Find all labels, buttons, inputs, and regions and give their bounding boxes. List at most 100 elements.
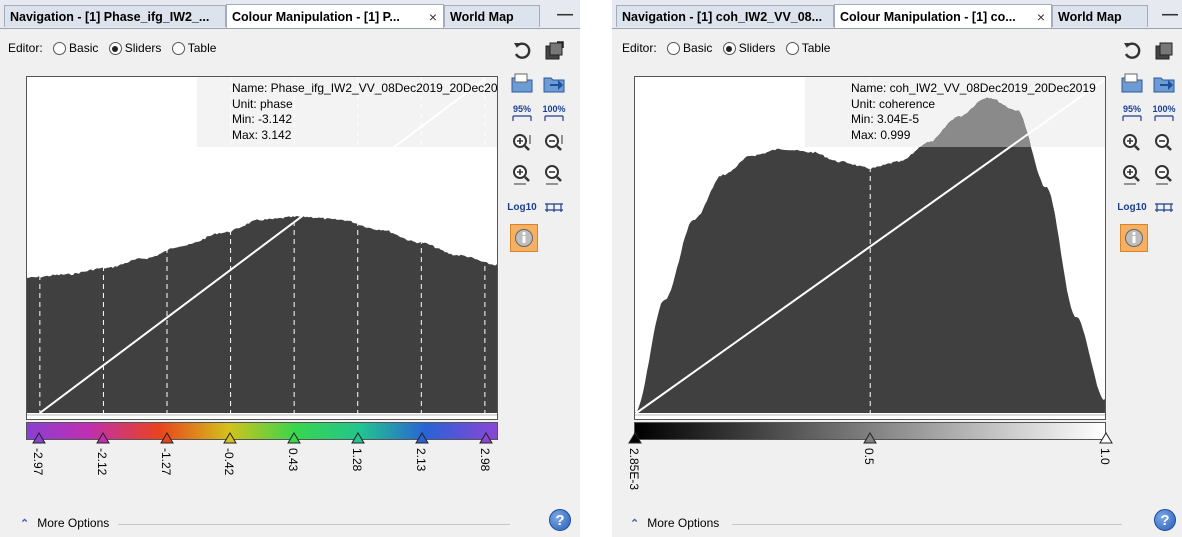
tab-label: Navigation - [1] Phase_ifg_IW2_... xyxy=(10,10,210,24)
range-95-icon[interactable]: 95% xyxy=(508,100,536,126)
range-95-label: 95% xyxy=(512,104,531,114)
slider-value-label: 1.0 xyxy=(1098,448,1113,465)
right-tab-bar: Navigation - [1] coh_IW2_VV_08... Colour… xyxy=(612,0,1182,29)
tab-colour-manipulation[interactable]: Colour Manipulation - [1] co... × xyxy=(834,4,1052,28)
tab-navigation[interactable]: Navigation - [1] Phase_ifg_IW2_... xyxy=(4,5,226,27)
help-icon[interactable]: ? xyxy=(549,509,571,531)
tab-label: World Map xyxy=(1058,10,1122,24)
chevron-up-icon: ⌃ xyxy=(630,518,640,530)
slider-value-label: 2.98 xyxy=(477,448,492,472)
zoom-out-horizontal-icon[interactable] xyxy=(1150,162,1178,188)
tab-world-map[interactable]: World Map xyxy=(444,5,540,27)
radio-basic[interactable] xyxy=(667,42,681,55)
histogram-area-highlight xyxy=(919,97,1031,147)
zoom-in-horizontal-icon[interactable] xyxy=(508,162,536,188)
histogram-canvas xyxy=(635,77,1105,416)
more-options-toggle[interactable]: ⌃ More Options xyxy=(630,516,719,530)
help-icon[interactable]: ? xyxy=(1154,509,1176,531)
reset-icon[interactable] xyxy=(508,38,536,64)
band-name: Name: Phase_ifg_IW2_VV_08Dec2019_20Dec20… xyxy=(232,81,498,95)
left-colour-manipulation-panel: Navigation - [1] Phase_ifg_IW2_... Colou… xyxy=(0,0,580,537)
export-icon[interactable] xyxy=(540,70,568,96)
tab-colour-manipulation[interactable]: Colour Manipulation - [1] P... × xyxy=(226,4,444,28)
right-colour-manipulation-panel: Navigation - [1] coh_IW2_VV_08... Colour… xyxy=(612,0,1182,537)
slider-triangle xyxy=(159,432,174,444)
chevron-up-icon: ⌃ xyxy=(20,518,30,530)
import-icon[interactable] xyxy=(508,70,536,96)
zoom-out-horizontal-icon[interactable] xyxy=(540,162,568,188)
histogram-plot[interactable]: Name: coh_IW2_VV_08Dec2019_20Dec2019 Uni… xyxy=(634,76,1106,420)
reset-icon[interactable] xyxy=(1118,38,1146,64)
slider-triangle xyxy=(1099,432,1114,444)
tab-label: Colour Manipulation - [1] P... xyxy=(232,10,400,24)
slider-value-label: -0.42 xyxy=(222,448,237,476)
histogram-plot[interactable]: Name: Phase_ifg_IW2_VV_08Dec2019_20Dec20… xyxy=(26,76,498,420)
slider-value-label: 2.13 xyxy=(413,448,428,472)
log10-label: Log10 xyxy=(507,201,537,213)
band-unit: Unit: coherence xyxy=(851,96,936,111)
band-max: Max: 3.142 xyxy=(232,127,292,142)
more-options-toggle[interactable]: ⌃ More Options xyxy=(20,516,109,530)
histogram-area xyxy=(635,97,1105,413)
slider-value-label: 0.5 xyxy=(862,448,877,465)
slider-value-label: -1.27 xyxy=(158,448,173,476)
log10-label: Log10 xyxy=(1118,201,1147,213)
minimize-button[interactable]: — xyxy=(557,6,573,23)
close-icon[interactable]: × xyxy=(1036,9,1045,25)
info-toggle-icon[interactable] xyxy=(510,224,538,252)
radio-sliders-label: Sliders xyxy=(124,41,162,55)
transfer-curve xyxy=(39,78,486,414)
radio-basic-label: Basic xyxy=(683,41,713,55)
slider-triangle xyxy=(415,432,429,444)
info-toggle-icon[interactable] xyxy=(1120,224,1148,252)
tab-label: World Map xyxy=(450,10,514,24)
slider-triangle xyxy=(32,432,46,444)
range-100-icon[interactable]: 100% xyxy=(1150,100,1178,126)
range-95-icon[interactable]: 95% xyxy=(1118,100,1146,126)
slider-triangle xyxy=(223,432,238,444)
info-backdrop xyxy=(197,77,497,147)
slider-value-label: -2.12 xyxy=(94,448,109,476)
radio-sliders[interactable] xyxy=(722,42,736,55)
distribute-sliders-icon[interactable] xyxy=(1150,194,1178,220)
tab-navigation[interactable]: Navigation - [1] coh_IW2_VV_08... xyxy=(616,5,834,27)
colour-gradient-bar xyxy=(26,422,498,440)
zoom-in-vertical-icon[interactable] xyxy=(1118,130,1146,156)
band-unit: Unit: phase xyxy=(232,96,293,111)
left-tab-bar: Navigation - [1] Phase_ifg_IW2_... Colou… xyxy=(0,0,580,29)
log10-icon[interactable]: Log10 xyxy=(507,194,537,220)
zoom-in-vertical-icon[interactable] xyxy=(508,130,536,156)
radio-table[interactable] xyxy=(171,42,185,55)
close-icon[interactable]: × xyxy=(428,9,437,25)
radio-sliders-label: Sliders xyxy=(738,41,776,55)
radio-table[interactable] xyxy=(785,42,799,55)
distribute-sliders-icon[interactable] xyxy=(540,194,568,220)
slider-triangle xyxy=(351,432,366,444)
zoom-out-vertical-icon[interactable] xyxy=(1150,130,1178,156)
slider-triangle xyxy=(863,432,878,444)
export-icon[interactable] xyxy=(1150,70,1178,96)
tab-world-map[interactable]: World Map xyxy=(1052,5,1148,27)
tab-label: Navigation - [1] coh_IW2_VV_08... xyxy=(622,10,823,24)
minimize-button[interactable]: — xyxy=(1162,6,1178,23)
slider-value-label: -2.97 xyxy=(30,448,45,476)
more-options-label: More Options xyxy=(37,516,110,530)
import-icon[interactable] xyxy=(1118,70,1146,96)
editor-label: Editor: xyxy=(622,41,657,55)
log10-icon[interactable]: Log10 xyxy=(1118,194,1147,220)
multi-assign-icon[interactable] xyxy=(540,38,568,64)
band-name: Name: coh_IW2_VV_08Dec2019_20Dec2019 xyxy=(851,81,1096,95)
band-min: Min: 3.04E-5 xyxy=(851,112,920,126)
multi-assign-icon[interactable] xyxy=(1150,38,1178,64)
zoom-in-horizontal-icon[interactable] xyxy=(1118,162,1146,188)
radio-basic-label: Basic xyxy=(69,41,99,55)
range-100-icon[interactable]: 100% xyxy=(540,100,568,126)
radio-basic[interactable] xyxy=(53,42,67,55)
slider-value-label: 0.43 xyxy=(286,448,301,472)
slider-triangle xyxy=(287,432,302,444)
divider xyxy=(118,524,510,525)
zoom-out-vertical-icon[interactable] xyxy=(540,130,568,156)
band-info: Name: coh_IW2_VV_08Dec2019_20Dec2019 Uni… xyxy=(851,81,1096,143)
slider-value-label: 2.85E-3 xyxy=(627,448,642,491)
radio-sliders[interactable] xyxy=(108,42,122,55)
